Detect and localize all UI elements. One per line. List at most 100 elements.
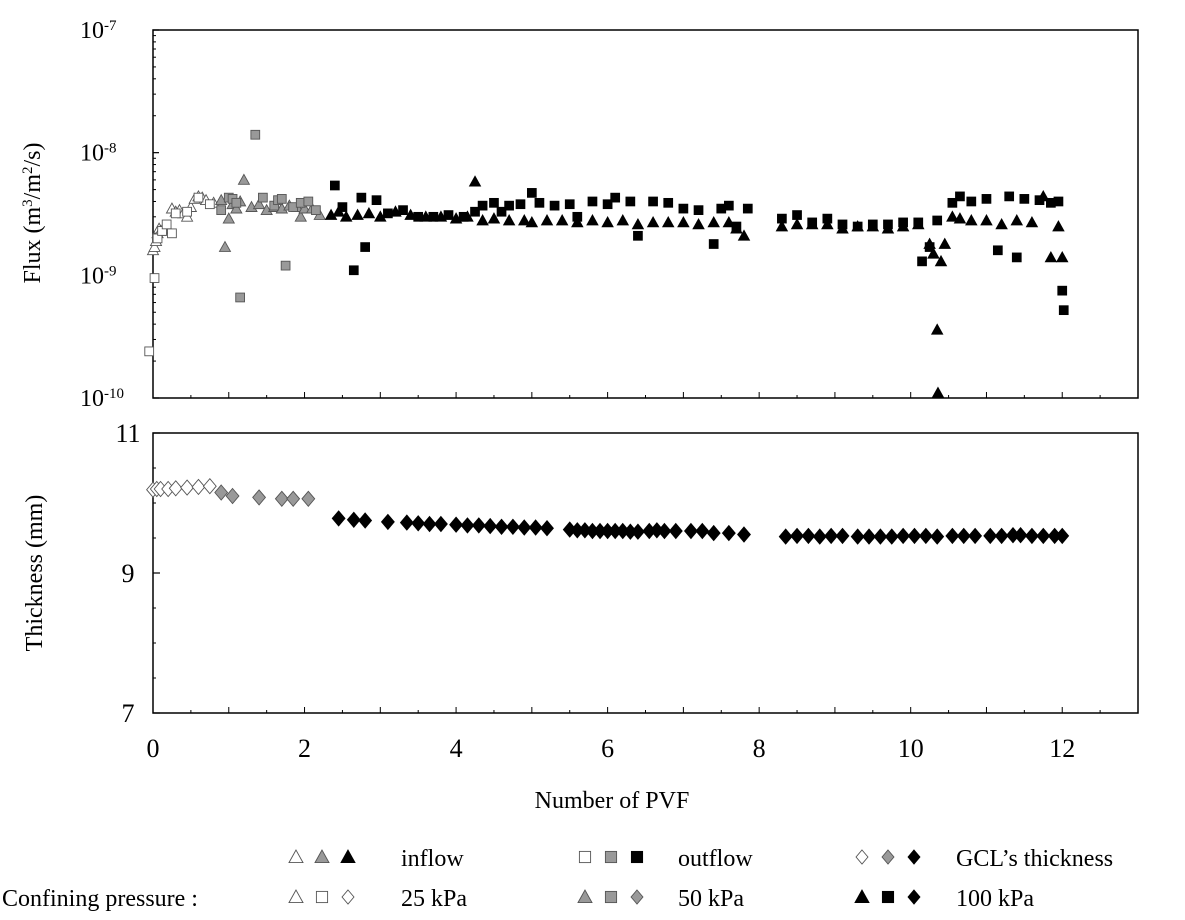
flux-point-square: [723, 200, 734, 211]
flux-point-triangle: [525, 215, 539, 228]
flux-panel: 10-7 10-8 10-9 10-10 Flux (m3/m2/s): [20, 18, 1139, 412]
flux-point-triangle: [692, 218, 705, 230]
thickness-point-diamond: [824, 527, 839, 545]
flux-point-square: [924, 242, 935, 252]
thickness-point-diamond: [483, 517, 498, 535]
flux-y-ticks: 10-7 10-8 10-9 10-10: [80, 18, 159, 412]
thickness-point-diamond: [983, 527, 998, 545]
flux-point-triangle: [790, 218, 804, 230]
flux-point-square: [348, 265, 359, 276]
thickness-point-diamond: [180, 479, 195, 496]
flux-point-square: [311, 205, 321, 215]
flux-point-square: [587, 196, 598, 207]
flux-point-square: [182, 206, 192, 217]
flux-point-square: [144, 346, 155, 357]
flux-point-square: [413, 211, 424, 222]
thickness-point-diamond: [862, 528, 876, 545]
thickness-x-ticks: 0 2 4 6 8 10 12: [147, 707, 1139, 763]
thickness-point-diamond: [812, 528, 827, 545]
flux-point-square: [822, 213, 833, 224]
flux-point-triangle: [775, 220, 789, 232]
flux-y-axis-label: Flux (m3/m2/s): [20, 142, 46, 283]
flux-point-triangle: [821, 218, 834, 230]
legend-triangle-symbol: [288, 889, 304, 904]
flux-point-triangle: [927, 247, 940, 259]
thickness-point-diamond: [252, 489, 267, 506]
thickness-point-diamond: [896, 527, 911, 545]
thickness-point-diamond: [422, 515, 437, 533]
thickness-plot-frame: [152, 432, 1139, 714]
flux-point-triangle: [661, 215, 675, 228]
flux-point-square: [852, 221, 863, 232]
thickness-point-diamond: [471, 517, 486, 534]
thickness-point-diamond: [225, 487, 240, 505]
flux-point-triangle: [540, 214, 554, 226]
flux-point-triangle: [980, 214, 993, 226]
legend-inflow-label: inflow: [401, 846, 464, 872]
flux-point-triangle: [148, 240, 161, 252]
legend-triangle-symbol: [577, 889, 593, 904]
flux-point-square: [337, 202, 348, 212]
thickness-point-diamond: [214, 484, 229, 501]
flux-point-square: [167, 228, 177, 239]
flux-point-square: [610, 192, 621, 203]
flux-point-square: [216, 205, 227, 215]
flux-point-triangle: [298, 202, 311, 214]
legend-diamond-symbol: [630, 889, 644, 905]
thickness-point-diamond: [945, 527, 960, 545]
thickness-point-diamond: [835, 527, 850, 545]
flux-point-square: [231, 197, 242, 208]
flux-point-square: [1058, 305, 1069, 316]
flux-point-square: [443, 210, 454, 220]
flux-point-triangle: [230, 202, 243, 214]
flux-point-square: [955, 191, 965, 202]
flux-point-square: [602, 199, 613, 210]
thickness-point-diamond: [884, 528, 899, 545]
thickness-point-diamond: [433, 515, 448, 533]
flux-point-triangle: [931, 386, 945, 398]
flux-point-square: [867, 219, 878, 230]
legend-25kpa-label: 25 kPa: [401, 886, 467, 912]
flux-point-triangle: [218, 240, 232, 252]
thickness-point-diamond: [657, 522, 672, 540]
legend-triangle-symbol: [314, 849, 330, 864]
flux-y-tick-label: 10-9: [80, 263, 117, 289]
thickness-y-tick-label: 7: [122, 699, 135, 728]
thickness-point-diamond: [191, 478, 206, 496]
flux-point-square: [1004, 191, 1015, 202]
flux-point-triangle: [946, 210, 959, 222]
flux-y-tick-label: 10-7: [80, 18, 117, 44]
thickness-point-diamond: [286, 490, 301, 507]
flux-point-square: [693, 205, 704, 215]
legend-diamond-symbol: [907, 889, 921, 905]
thickness-point-diamond: [528, 519, 543, 536]
thickness-point-diamond: [1055, 527, 1070, 545]
legend-thickness-label: GCL’s thickness: [956, 846, 1113, 872]
flux-point-square: [204, 199, 215, 210]
legend-50kpa-label: 50 kPa: [678, 886, 744, 912]
flux-point-square: [235, 292, 245, 303]
legend-triangle-symbol: [288, 849, 304, 864]
flux-point-triangle: [1055, 250, 1069, 263]
flux-point-square: [329, 180, 340, 191]
flux-y-tick-label: 10-8: [80, 141, 117, 167]
thickness-point-diamond: [956, 527, 971, 545]
flux-point-triangle: [222, 212, 236, 224]
thickness-point-diamond: [494, 518, 509, 535]
thickness-point-diamond: [721, 524, 736, 542]
flux-point-triangle: [476, 214, 489, 226]
flux-point-triangle: [362, 206, 376, 219]
thickness-panel: 7 9 11 0 2 4 6 8 10 12 Thickness (mm) Number of …: [22, 419, 1139, 814]
flux-point-square: [371, 195, 382, 206]
thickness-point-diamond: [1036, 527, 1051, 545]
thickness-point-diamond: [778, 528, 793, 545]
thickness-point-diamond: [331, 510, 346, 527]
thickness-point-diamond: [907, 527, 922, 545]
flux-point-square: [708, 239, 719, 249]
legend: inflow outflow GCL’s thickness Confining…: [2, 846, 1113, 912]
thickness-point-diamond: [1024, 527, 1039, 545]
flux-point-square: [398, 205, 408, 215]
thickness-point-diamond: [505, 518, 520, 535]
flux-point-square: [992, 245, 1003, 256]
flux-point-square: [193, 192, 204, 203]
